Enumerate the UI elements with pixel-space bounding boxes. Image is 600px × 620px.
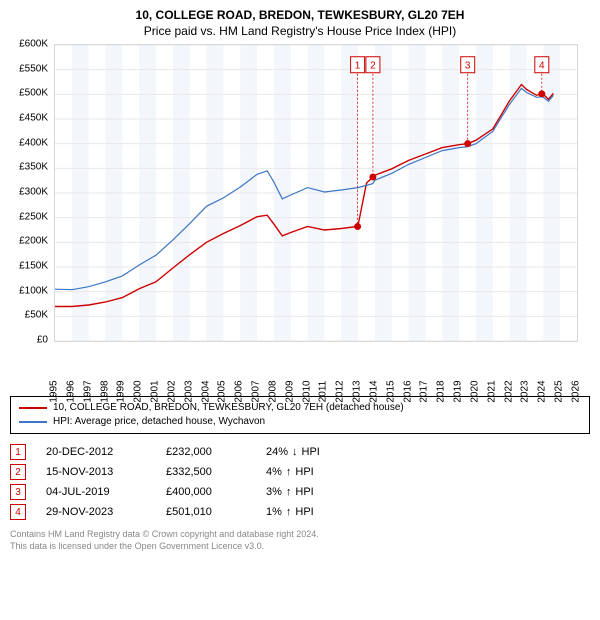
y-axis-label: £250K	[19, 211, 48, 222]
svg-text:1: 1	[355, 61, 361, 72]
legend-swatch	[19, 421, 47, 423]
sale-marker-box: 3	[10, 484, 26, 500]
svg-text:4: 4	[539, 61, 545, 72]
table-row: 3 04-JUL-2019 £400,000 3% ↑ HPI	[10, 482, 590, 502]
footer-line-1: Contains HM Land Registry data © Crown c…	[10, 528, 590, 540]
plot-area: 12 3 4	[54, 44, 578, 342]
y-axis-label: £300K	[19, 187, 48, 198]
price-chart: £0 £50K £100K £150K £200K £250K £300K £350K £400…	[10, 44, 590, 360]
legend-label: 10, COLLEGE ROAD, BREDON, TEWKESBURY, GL…	[53, 401, 404, 415]
sales-table: 1 20-DEC-2012 £232,000 24% ↓ HPI 2 15-NOV-201…	[10, 442, 590, 522]
legend-label: HPI: Average price, detached house, Wych…	[53, 415, 265, 429]
sale-price: £400,000	[166, 486, 246, 498]
sale-price: £501,010	[166, 506, 246, 518]
sale-date: 04-JUL-2019	[46, 486, 146, 498]
y-axis-label: £600K	[19, 39, 48, 50]
y-axis-label: £450K	[19, 113, 48, 124]
sale-vs-hpi: 24% ↓ HPI	[266, 446, 320, 458]
sale-date: 29-NOV-2023	[46, 506, 146, 518]
y-axis-label: £500K	[19, 88, 48, 99]
y-axis-label: £200K	[19, 236, 48, 247]
sale-marker-box: 4	[10, 504, 26, 520]
chart-title-sub: Price paid vs. HM Land Registry's House …	[10, 24, 590, 38]
legend-item: HPI: Average price, detached house, Wych…	[19, 415, 581, 429]
legend-swatch	[19, 407, 47, 409]
y-axis-label: £150K	[19, 261, 48, 272]
legend-item: 10, COLLEGE ROAD, BREDON, TEWKESBURY, GL…	[19, 401, 581, 415]
sale-marker-box: 2	[10, 464, 26, 480]
sale-vs-hpi: 3% ↑ HPI	[266, 486, 314, 498]
y-axis-label: £400K	[19, 137, 48, 148]
y-axis-label: £350K	[19, 162, 48, 173]
svg-text:3: 3	[465, 61, 471, 72]
table-row: 4 29-NOV-2023 £501,010 1% ↑ HPI	[10, 502, 590, 522]
svg-text:2: 2	[370, 61, 376, 72]
y-axis-label: £550K	[19, 63, 48, 74]
table-row: 1 20-DEC-2012 £232,000 24% ↓ HPI	[10, 442, 590, 462]
y-axis-label: £50K	[25, 310, 48, 321]
x-axis-label: 2026	[565, 370, 587, 381]
y-axis-label: £0	[37, 335, 48, 346]
sale-marker-box: 1	[10, 444, 26, 460]
sale-vs-hpi: 1% ↑ HPI	[266, 506, 314, 518]
chart-title-address: 10, COLLEGE ROAD, BREDON, TEWKESBURY, GL…	[10, 8, 590, 22]
footer-line-2: This data is licensed under the Open Gov…	[10, 540, 590, 552]
sale-vs-hpi: 4% ↑ HPI	[266, 466, 314, 478]
sale-price: £232,000	[166, 446, 246, 458]
sale-price: £332,500	[166, 466, 246, 478]
y-axis-label: £100K	[19, 285, 48, 296]
sale-date: 15-NOV-2013	[46, 466, 146, 478]
table-row: 2 15-NOV-2013 £332,500 4% ↑ HPI	[10, 462, 590, 482]
sale-date: 20-DEC-2012	[46, 446, 146, 458]
